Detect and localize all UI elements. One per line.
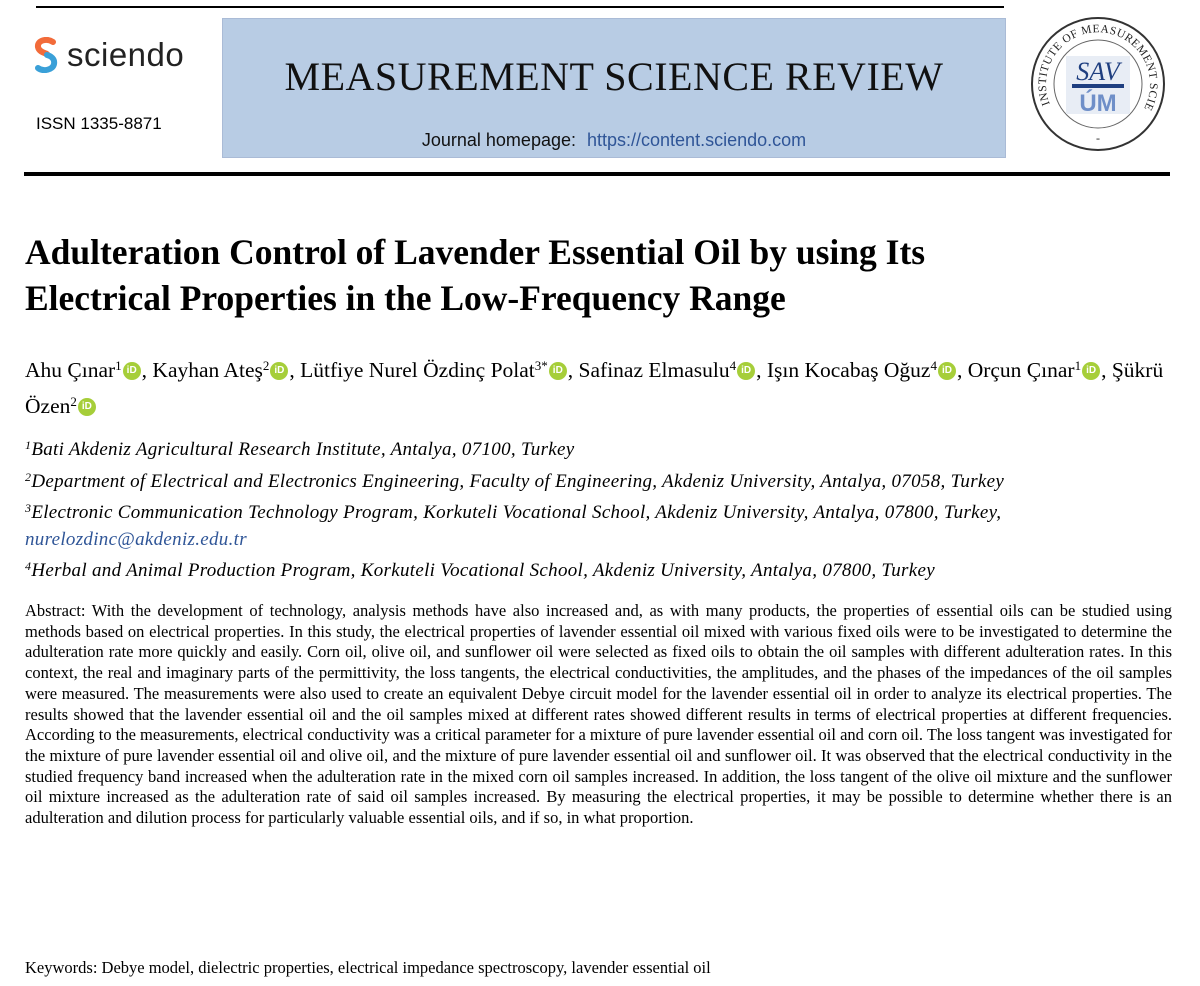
- affiliation-item: 2Department of Electrical and Electronic…: [25, 464, 1175, 496]
- sciendo-s-icon: [35, 37, 58, 73]
- author-separator: ,: [289, 358, 301, 382]
- author-separator: ,: [956, 358, 968, 382]
- affiliation-number: 1: [25, 438, 32, 452]
- paper-title: Adulteration Control of Lavender Essenti…: [25, 229, 1175, 321]
- orcid-icon[interactable]: iD: [270, 362, 289, 380]
- author: Şükrü Özen2 iD: [25, 358, 1163, 418]
- title-line-2: Electrical Properties in the Low-Frequen…: [25, 278, 786, 318]
- orcid-icon[interactable]: iD: [737, 362, 756, 380]
- author-separator: ,: [141, 358, 153, 382]
- institute-seal-logo: INSTITUTE OF MEASUREMENT SCIENCE SAV ÚM …: [1028, 12, 1165, 151]
- author-name: Lütfiye Nurel Özdinç Polat: [300, 358, 535, 382]
- affiliations: 1Bati Akdeniz Agricultural Research Inst…: [25, 432, 1175, 585]
- homepage-link[interactable]: https://content.sciendo.com: [587, 130, 807, 150]
- author-affiliation-mark: 4: [729, 358, 737, 373]
- affiliation-item: 4Herbal and Animal Production Program, K…: [25, 553, 1175, 585]
- homepage-label: Journal homepage:: [421, 130, 576, 150]
- seal-bottom-text: ÚM: [1079, 89, 1116, 117]
- author-affiliation-mark: 4: [930, 358, 937, 373]
- author-name: Safinaz Elmasulu: [578, 358, 730, 382]
- header-top-rule: [36, 6, 1004, 8]
- author-separator: ,: [756, 358, 767, 382]
- orcid-icon[interactable]: iD: [1082, 362, 1101, 380]
- title-line-1: Adulteration Control of Lavender Essenti…: [25, 232, 926, 272]
- orcid-icon[interactable]: iD: [122, 362, 141, 380]
- author: Safinaz Elmasulu4 iD,: [579, 358, 767, 382]
- header-bottom-rule: [24, 172, 1170, 176]
- orcid-icon[interactable]: iD: [937, 362, 956, 380]
- corresponding-email-link[interactable]: nurelozdinc@akdeniz.edu.tr: [25, 528, 247, 550]
- affiliation-text: Electronic Communication Technology Prog…: [31, 502, 1002, 523]
- author-separator: ,: [567, 358, 579, 382]
- journal-title: MEASUREMENT SCIENCE REVIEW: [284, 54, 944, 99]
- author-affiliation-mark: 1: [115, 358, 122, 373]
- seal-dash: -: [1096, 131, 1100, 145]
- issn: ISSN 1335-8871: [36, 114, 162, 133]
- orcid-icon[interactable]: iD: [77, 398, 96, 416]
- author: Lütfiye Nurel Özdinç Polat3* iD,: [300, 358, 578, 382]
- affiliation-text: Herbal and Animal Production Program, Ko…: [31, 560, 935, 581]
- author-affiliation-mark: 3*: [534, 358, 548, 373]
- publisher-name: sciendo: [67, 36, 185, 73]
- affiliation-text: Department of Electrical and Electronics…: [31, 470, 1005, 492]
- orcid-icon[interactable]: iD: [548, 362, 567, 380]
- author-name: Işın Kocabaş Oğuz: [766, 358, 931, 382]
- seal-top-text: SAV: [1076, 57, 1123, 86]
- author-affiliation-mark: 1: [1074, 358, 1082, 373]
- keywords: Keywords: Debye model, dielectric proper…: [25, 958, 711, 977]
- author: Işın Kocabaş Oğuz4 iD,: [767, 358, 968, 382]
- author-name: Şükrü Özen: [25, 358, 1164, 418]
- journal-banner: MEASUREMENT SCIENCE REVIEW Journal homep…: [222, 18, 1006, 158]
- affiliation-number: 4: [25, 559, 32, 573]
- affiliation-text: Bati Akdeniz Agricultural Research Insti…: [31, 439, 575, 460]
- author-affiliation-mark: 2: [262, 358, 270, 373]
- affiliation-item: 3Electronic Communication Technology Pro…: [25, 495, 1175, 527]
- journal-homepage: Journal homepage: https://content.sciend…: [223, 130, 1005, 151]
- abstract: Abstract: With the development of techno…: [25, 601, 1172, 828]
- author-name: Kayhan Ateş: [152, 358, 263, 382]
- publisher-logo[interactable]: sciendo: [33, 36, 184, 74]
- author-separator: ,: [1101, 358, 1112, 382]
- affiliation-item: 1Bati Akdeniz Agricultural Research Inst…: [25, 432, 1175, 464]
- author: Ahu Çınar1 iD,: [25, 358, 152, 382]
- author: Orçun Çınar1 iD,: [968, 358, 1112, 382]
- author-name: Orçun Çınar: [967, 358, 1075, 382]
- author-affiliation-mark: 2: [70, 394, 77, 409]
- affiliation-number: 2: [25, 469, 32, 484]
- author-list: Ahu Çınar1 iD, Kayhan Ateş2 iD, Lütfiye Nu…: [25, 350, 1175, 422]
- author-name: Ahu Çınar: [25, 358, 116, 382]
- author: Kayhan Ateş2 iD,: [152, 358, 300, 382]
- affiliation-number: 3: [25, 501, 32, 515]
